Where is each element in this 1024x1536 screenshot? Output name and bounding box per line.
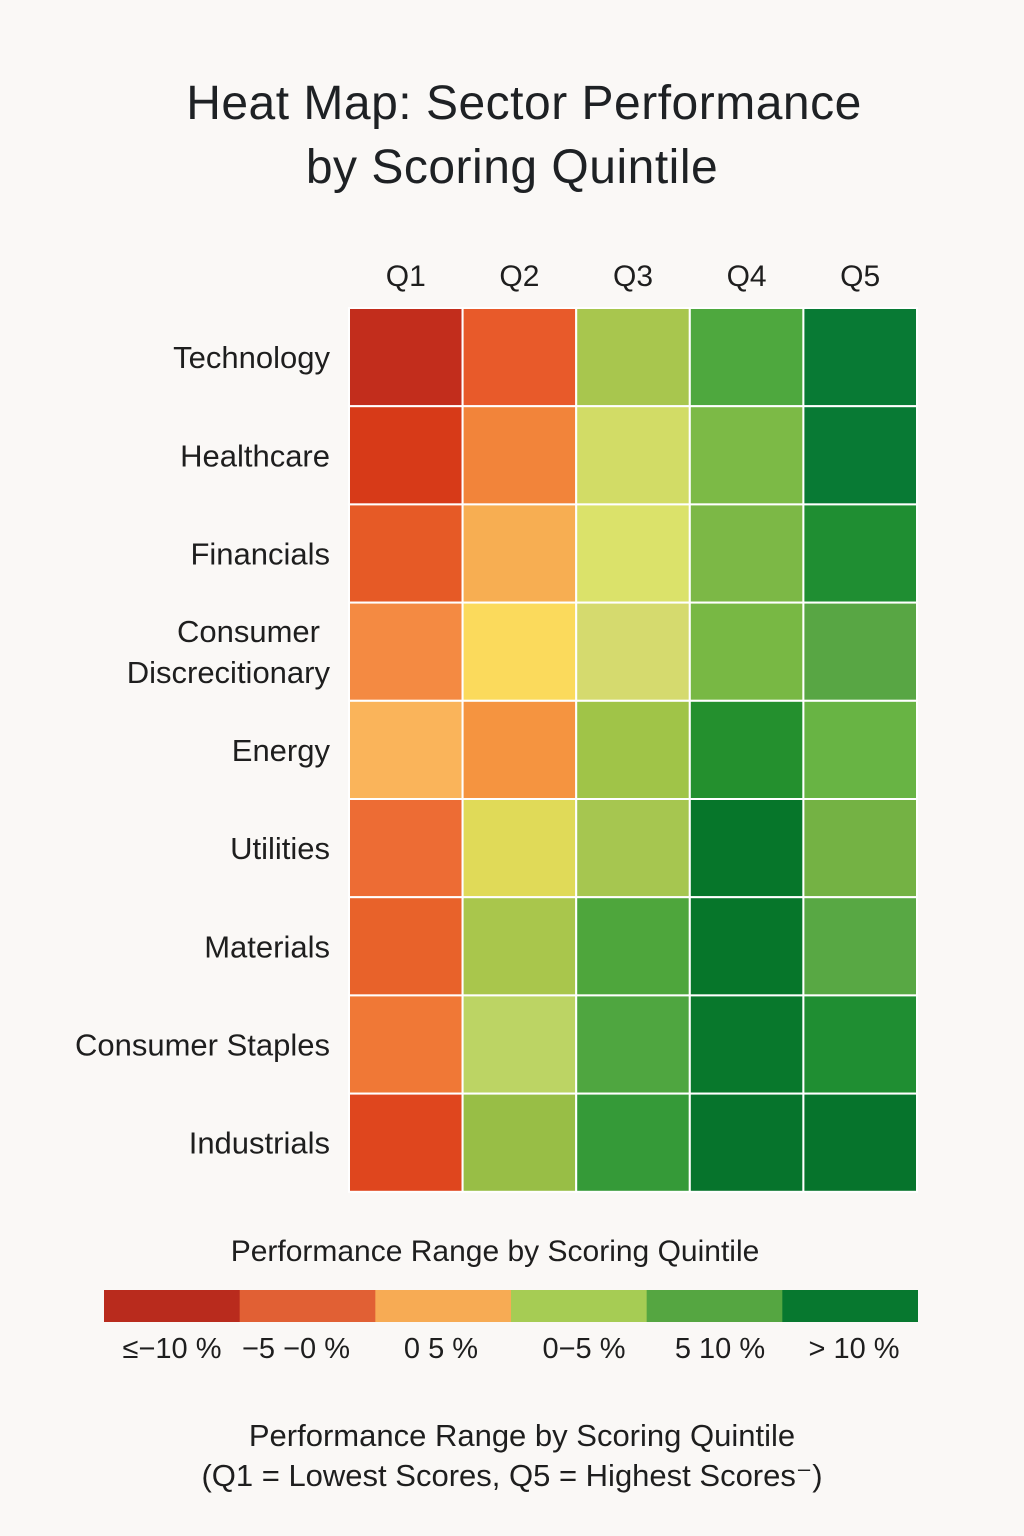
footnote-line-1: Performance Range by Scoring Quintile — [248, 1418, 796, 1453]
heatmap-cell-financials-q5 — [802, 503, 919, 604]
row-label-industrials: Industrials — [189, 1126, 330, 1161]
heatmap-cell-utilities-q4 — [688, 798, 805, 899]
heatmap-cell-healthcare-q5 — [802, 405, 919, 506]
legend-swatch-2 — [239, 1290, 376, 1322]
row-label-technology: Technology — [173, 340, 330, 375]
legend-swatch-4 — [511, 1290, 648, 1322]
chart-title: Heat Map: Sector Performance by Scoring … — [0, 72, 1024, 200]
heatmap-cell-consumer-staples-q4 — [688, 994, 805, 1095]
legend-label-1: ≤−10 % — [122, 1333, 222, 1365]
heatmap-cell-energy-q1 — [348, 699, 464, 800]
row-label-line: Consumer — [177, 614, 320, 649]
heatmap-cell-materials-q5 — [802, 896, 919, 997]
legend-title: Performance Range by Scoring Quintile — [230, 1235, 760, 1268]
heatmap-cell-technology-q1 — [348, 307, 464, 408]
footnote: Performance Range by Scoring Quintile (Q… — [0, 1416, 1024, 1496]
heatmap-cell-energy-q5 — [802, 699, 919, 800]
heatmap-cell-consumer-staples-q5 — [802, 994, 919, 1095]
row-label-line: Discrecitionary — [127, 655, 331, 690]
chart-title-line-2: by Scoring Quintile — [305, 141, 719, 194]
column-header-q1: Q1 — [386, 260, 426, 293]
row-label-financials: Financials — [190, 537, 330, 572]
heatmap-cell-healthcare-q4 — [688, 405, 805, 506]
heatmap-cell-consumer-discrecitionary-q5 — [802, 601, 919, 702]
heatmap-cell-energy-q3 — [575, 699, 691, 800]
heatmap-cell-energy-q2 — [461, 699, 578, 800]
chart-title-line-1: Heat Map: Sector Performance — [186, 77, 862, 130]
heatmap-cell-materials-q4 — [688, 896, 805, 997]
heatmap-cell-healthcare-q1 — [348, 405, 464, 506]
heatmap-cell-consumer-staples-q3 — [575, 994, 691, 1095]
heatmap-cell-materials-q3 — [575, 896, 691, 997]
legend-label-4: 0−5 % — [542, 1333, 626, 1365]
heatmap-cell-financials-q1 — [348, 503, 464, 604]
heatmap-cell-consumer-staples-q2 — [461, 994, 578, 1095]
legend-swatch-6 — [782, 1290, 918, 1322]
heatmap-cell-industrials-q2 — [461, 1092, 578, 1193]
heatmap-cell-materials-q2 — [461, 896, 578, 997]
legend-swatch-3 — [375, 1290, 512, 1322]
heatmap-cell-consumer-discrecitionary-q3 — [575, 601, 691, 702]
heatmap-cell-financials-q2 — [461, 503, 578, 604]
legend-label-2: −5 −0 % — [241, 1333, 351, 1365]
row-label-consumer-discrecitionary: Consumer Discrecitionary — [127, 614, 331, 690]
column-header-q5: Q5 — [840, 260, 880, 293]
legend-color-bar — [104, 1290, 918, 1322]
heatmap-cell-industrials-q5 — [802, 1092, 919, 1193]
heatmap-cell-healthcare-q2 — [461, 405, 578, 506]
heatmap-cell-utilities-q1 — [348, 798, 464, 899]
column-header-q3: Q3 — [613, 260, 653, 293]
legend-label-5: 5 10 % — [674, 1333, 766, 1365]
column-header-q4: Q4 — [727, 260, 767, 293]
legend-swatch-1 — [104, 1290, 241, 1322]
heatmap-cell-materials-q1 — [348, 896, 464, 997]
heatmap-cell-industrials-q1 — [348, 1092, 464, 1193]
heatmap-cell-utilities-q3 — [575, 798, 691, 899]
footnote-line-2: (Q1 = Lowest Scores, Q5 = Highest Scores… — [201, 1458, 823, 1493]
row-label-energy: Energy — [232, 733, 331, 768]
heatmap-cell-technology-q2 — [461, 307, 578, 408]
legend-label-6: > 10 % — [808, 1333, 900, 1365]
legend-swatch-5 — [646, 1290, 783, 1322]
heatmap-cell-financials-q4 — [688, 503, 805, 604]
heatmap-cell-industrials-q3 — [575, 1092, 691, 1193]
heatmap-cell-utilities-q5 — [802, 798, 919, 899]
heatmap-cell-consumer-discrecitionary-q1 — [348, 601, 464, 702]
row-label-consumer-staples: Consumer Staples — [75, 1028, 330, 1063]
heatmap-cell-energy-q4 — [688, 699, 805, 800]
heatmap-cell-consumer-discrecitionary-q4 — [688, 601, 805, 702]
row-label-utilities: Utilities — [230, 831, 330, 866]
heatmap-cell-technology-q3 — [575, 307, 691, 408]
legend-label-3: 0 5 % — [403, 1333, 479, 1365]
row-label-materials: Materials — [204, 929, 330, 964]
heatmap-chart: Q1 Q2 Q3 Q4 Q5 Technology Healthcare Financials… — [75, 260, 919, 1193]
column-header-q2: Q2 — [499, 260, 539, 293]
heatmap-cell-utilities-q2 — [461, 798, 578, 899]
heatmap-cell-consumer-discrecitionary-q2 — [461, 601, 578, 702]
heatmap-cell-industrials-q4 — [688, 1092, 805, 1193]
row-label-healthcare: Healthcare — [180, 438, 330, 473]
heatmap-cell-consumer-staples-q1 — [348, 994, 464, 1095]
heatmap-cell-healthcare-q3 — [575, 405, 691, 506]
heatmap-cell-technology-q4 — [688, 307, 805, 408]
heatmap-cell-financials-q3 — [575, 503, 691, 604]
heatmap-cell-technology-q5 — [802, 307, 919, 408]
